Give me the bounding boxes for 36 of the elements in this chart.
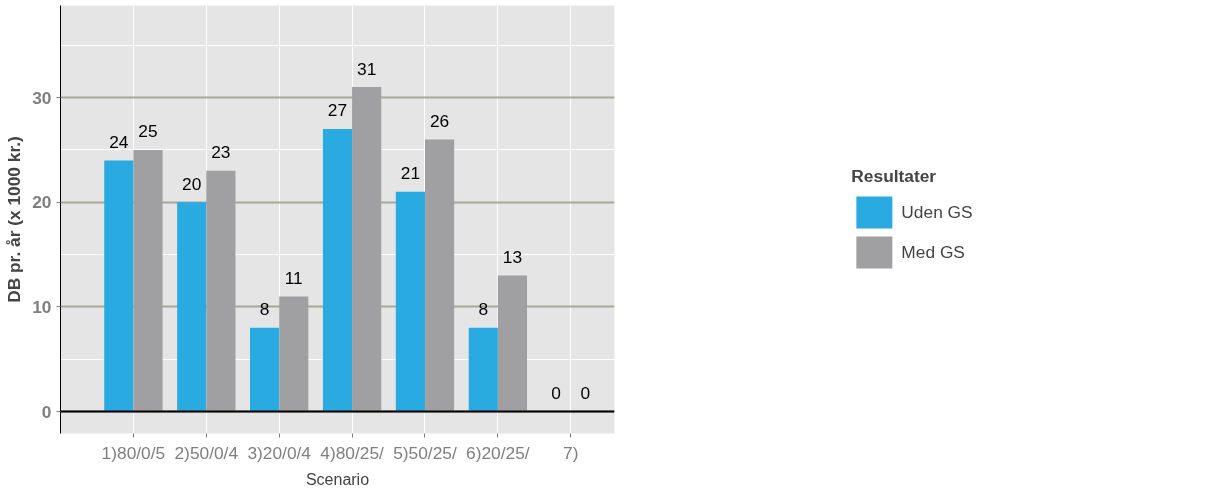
y-tick-label: 10 [32, 296, 52, 317]
data-label: 13 [502, 246, 523, 267]
data-label: 21 [400, 163, 421, 184]
bar [250, 327, 280, 412]
bar [395, 191, 425, 412]
data-label: 26 [429, 110, 450, 131]
data-label: 31 [357, 58, 377, 79]
bar [104, 160, 134, 412]
bar [468, 327, 498, 412]
y-axis-title: DB pr. år (x 1000 kr.) [4, 136, 25, 303]
x-tick-label: 4)80/25/ [320, 442, 385, 463]
legend-label: Uden GS [901, 201, 973, 223]
x-tick-label: 7) [563, 442, 579, 463]
data-label: 25 [138, 121, 158, 142]
data-label: 20 [182, 173, 202, 194]
y-tick-label: 20 [32, 192, 52, 213]
y-tick-label: 30 [32, 87, 52, 108]
x-axis-title: Scenario [305, 470, 370, 488]
bar [322, 128, 353, 412]
x-tick-label: 6)20/25/ [466, 442, 530, 463]
data-label: 24 [109, 131, 129, 152]
x-tick-label: 5)50/25/ [393, 442, 457, 463]
data-label: 0 [551, 382, 562, 403]
bar [177, 202, 207, 412]
y-tick-label: 0 [41, 401, 52, 422]
x-tick-label: 1)80/0/5 [101, 442, 166, 463]
data-label: 0 [580, 382, 591, 403]
data-label: 11 [284, 267, 303, 288]
data-label: 8 [259, 299, 270, 320]
legend-label: Med GS [901, 241, 965, 263]
legend-title: Resultater [851, 166, 938, 187]
data-label: 23 [211, 142, 231, 163]
data-label: 8 [478, 299, 489, 320]
x-tick-label: 2)50/0/4 [174, 442, 239, 463]
x-tick-label: 3)20/0/4 [247, 442, 312, 463]
data-label: 27 [327, 100, 348, 121]
